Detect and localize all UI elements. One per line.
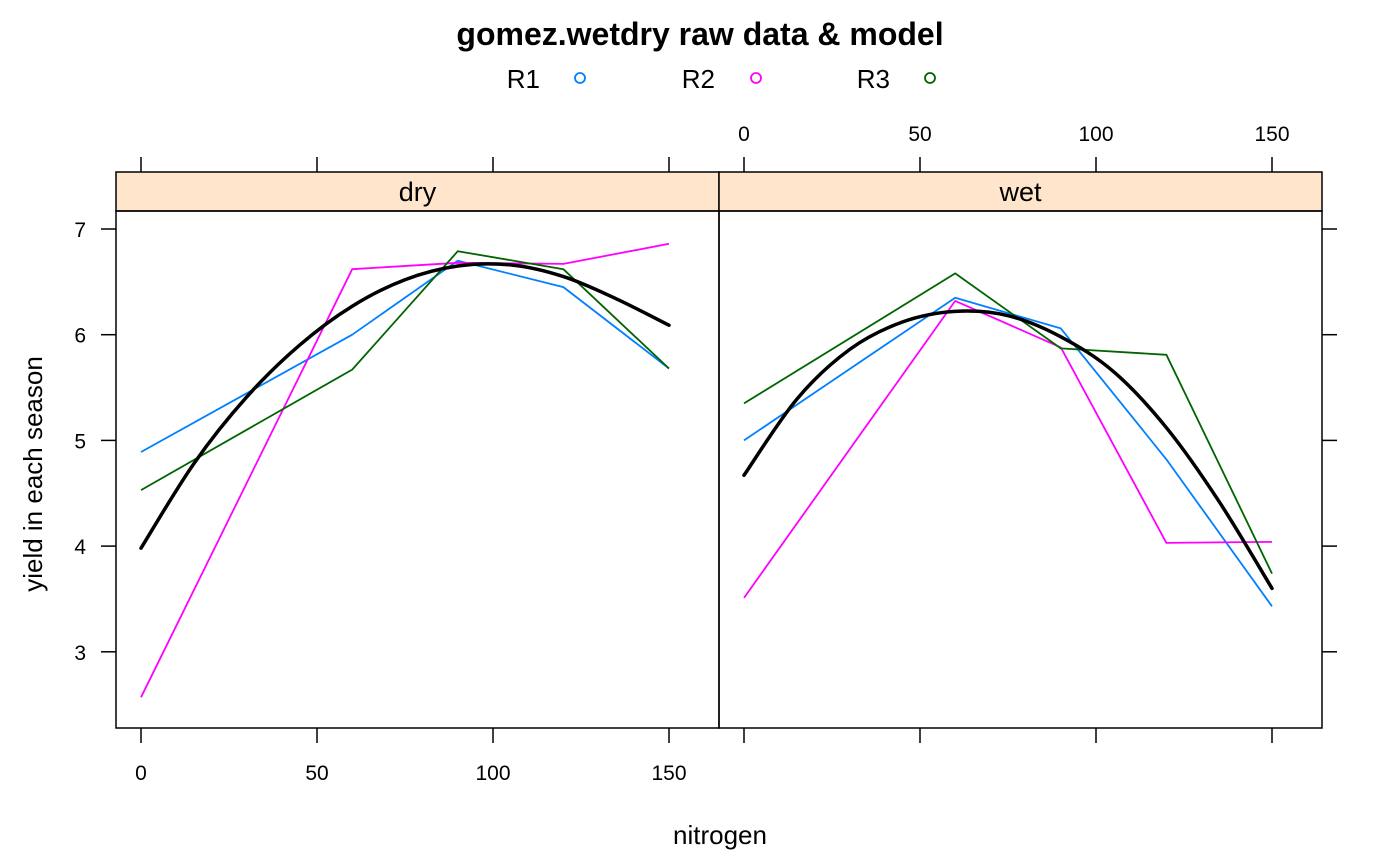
legend-marker — [924, 72, 936, 84]
legend-marker — [750, 72, 762, 84]
x-tick-label: 0 — [738, 123, 750, 146]
chart-panels: dry 0 50 100 150 3 4 5 6 7 wet 0 50 100 150 — [74, 123, 1337, 785]
series-line-R2 — [140, 242, 670, 698]
series-line-R3 — [743, 272, 1273, 574]
panel-border — [718, 210, 1323, 729]
legend-marker — [574, 72, 586, 84]
x-tick-label: 0 — [135, 762, 147, 785]
legend-label: R2 — [682, 64, 715, 94]
chart-legend: R1 R2 R3 — [507, 64, 936, 94]
series-line-R1 — [140, 259, 670, 453]
series-line-R1 — [743, 296, 1273, 607]
y-tick-label: 3 — [74, 642, 86, 665]
x-tick-label: 150 — [651, 762, 686, 785]
strip-background — [115, 171, 720, 212]
model-curve — [742, 309, 1274, 591]
x-axis-label: nitrogen — [673, 820, 767, 850]
series-line-R2 — [743, 299, 1273, 599]
y-axis-label: yield in each season — [18, 356, 48, 592]
legend-label: R1 — [507, 64, 540, 94]
y-tick-label: 7 — [74, 219, 86, 242]
x-tick-label: 100 — [475, 762, 510, 785]
x-tick-label: 50 — [305, 762, 328, 785]
x-tick-label: 50 — [908, 123, 931, 146]
series-line-R3 — [140, 250, 670, 491]
model-curve — [139, 262, 671, 550]
strip-label: dry — [399, 177, 437, 207]
y-tick-label: 5 — [74, 430, 86, 453]
y-tick-label: 4 — [74, 536, 86, 559]
legend-label: R3 — [857, 64, 890, 94]
strip-label: wet — [998, 177, 1042, 207]
x-tick-label: 150 — [1254, 123, 1289, 146]
panel-dry: dry 0 50 100 150 3 4 5 6 7 — [74, 157, 720, 785]
panel-wet: wet 0 50 100 150 — [718, 123, 1337, 743]
y-tick-label: 6 — [74, 325, 86, 348]
x-tick-label: 100 — [1078, 123, 1113, 146]
chart-title: gomez.wetdry raw data & model — [456, 16, 943, 52]
